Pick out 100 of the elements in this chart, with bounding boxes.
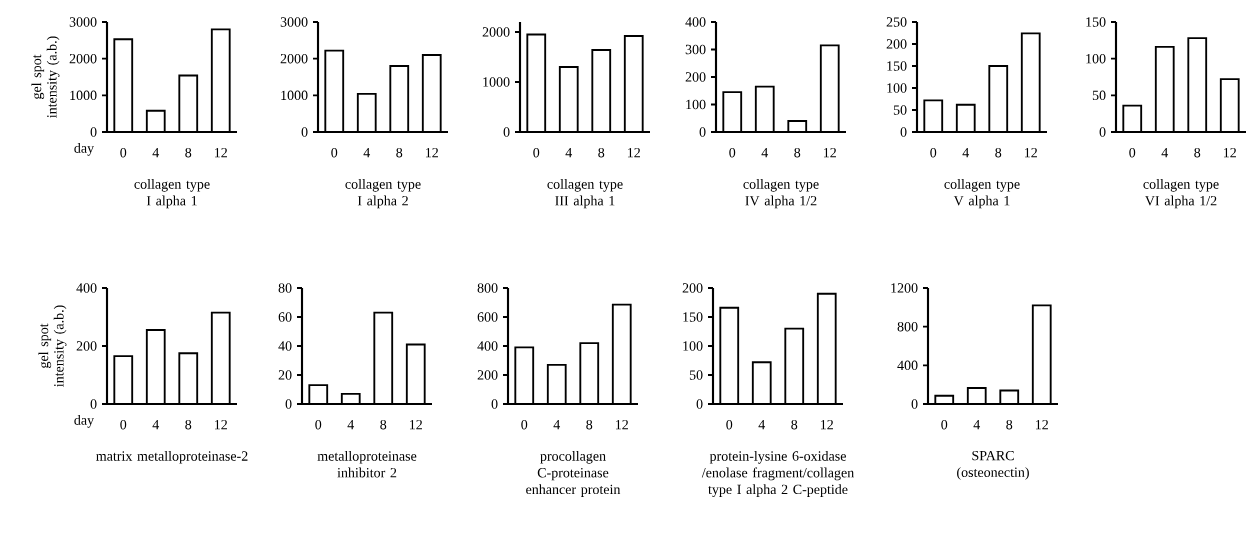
- y-tick-label: 100: [1086, 53, 1106, 64]
- x-tick-label: 4: [347, 419, 355, 430]
- y-tick-label: 800: [477, 283, 498, 293]
- x-tick-label: 8: [586, 419, 593, 430]
- x-tick-label: 8: [185, 147, 192, 158]
- y-axis-title: gel spot intensity (a.b.): [38, 305, 67, 387]
- y-tick-label: 3000: [69, 17, 97, 27]
- y-tick-label: 2000: [69, 53, 97, 64]
- y-tick-label: 3000: [280, 17, 308, 27]
- x-tick-label: 0: [1129, 147, 1136, 158]
- x-axis-title: day: [74, 414, 95, 428]
- y-tick-label: 400: [477, 341, 498, 351]
- x-tick-label: 0: [726, 419, 733, 430]
- y-tick-label: 50: [893, 105, 907, 115]
- y-tick-label: 150: [683, 312, 703, 322]
- y-tick-label: 0: [900, 127, 907, 137]
- y-tick-label: 150: [1086, 17, 1106, 27]
- text: SPARC (osteonectin): [957, 450, 1029, 480]
- x-tick-label: 8: [185, 419, 192, 430]
- text: matrix metalloproteinase-2: [96, 450, 248, 464]
- y-tick-label: 1000: [70, 90, 97, 101]
- x-tick-label: 12: [214, 419, 227, 430]
- x-tick-label: 8: [794, 147, 801, 158]
- x-tick-label: 4: [363, 147, 371, 158]
- text: protein-lysine 6-oxidase /enolase fragment/collagen type I alpha 2 C-peptide: [701, 450, 854, 497]
- y-axis-title: gel spot intensity (a.b.): [31, 36, 60, 118]
- x-tick-label: 8: [1194, 147, 1201, 158]
- y-tick-label: 200: [886, 39, 907, 49]
- text: collagen type I alpha 2: [345, 178, 421, 209]
- text: collagen type V alpha 1: [944, 178, 1020, 209]
- x-tick-label: 8: [598, 147, 605, 158]
- x-tick-label: 12: [1035, 419, 1048, 430]
- x-tick-label: 0: [331, 147, 338, 158]
- y-tick-label: 40: [278, 341, 292, 351]
- y-tick-label: 0: [696, 399, 703, 409]
- x-tick-label: 8: [791, 419, 798, 430]
- y-tick-label: 100: [887, 83, 907, 93]
- x-tick-label: 4: [553, 419, 561, 430]
- x-tick-label: 12: [615, 419, 628, 430]
- x-tick-label: 8: [995, 147, 1002, 158]
- x-tick-label: 0: [930, 147, 937, 158]
- x-tick-label: 4: [152, 419, 160, 430]
- y-tick-label: 50: [1092, 90, 1106, 101]
- x-tick-label: 12: [409, 419, 422, 430]
- x-tick-label: 4: [152, 147, 160, 158]
- y-tick-label: 0: [301, 127, 308, 137]
- y-tick-label: 0: [503, 127, 510, 137]
- x-tick-label: 8: [380, 419, 387, 430]
- x-tick-label: 4: [1161, 147, 1169, 158]
- x-tick-label: 12: [214, 147, 227, 158]
- y-tick-label: 150: [887, 61, 907, 71]
- y-tick-label: 50: [689, 370, 703, 380]
- text: collagen type III alpha 1: [547, 178, 623, 209]
- y-tick-label: 0: [911, 399, 918, 409]
- x-tick-label: 12: [1223, 147, 1236, 158]
- text: procollagen C-proteinase enhancer protein: [526, 450, 621, 497]
- text: collagen type IV alpha 1/2: [743, 178, 819, 209]
- text: collagen type VI alpha 1/2: [1143, 178, 1219, 209]
- x-tick-label: 12: [627, 147, 640, 158]
- y-tick-label: 0: [491, 399, 498, 409]
- x-tick-label: 12: [425, 147, 438, 158]
- x-tick-label: 4: [761, 147, 769, 158]
- y-tick-label: 600: [477, 312, 498, 322]
- y-tick-label: 0: [90, 127, 97, 137]
- text: metalloproteinase inhibitor 2: [317, 450, 417, 478]
- x-tick-label: 12: [823, 147, 836, 158]
- y-tick-label: 80: [278, 283, 292, 293]
- x-tick-label: 4: [565, 147, 573, 158]
- y-tick-label: 2000: [482, 27, 510, 37]
- y-tick-label: 0: [90, 399, 97, 409]
- y-tick-label: 1000: [483, 77, 510, 87]
- y-tick-label: 100: [686, 99, 706, 110]
- y-tick-label: 200: [76, 341, 97, 351]
- text: collagen type I alpha 1: [134, 178, 210, 209]
- x-tick-label: 0: [120, 419, 127, 430]
- x-tick-label: 0: [120, 147, 127, 158]
- y-tick-label: 400: [897, 360, 918, 371]
- y-tick-label: 0: [699, 127, 706, 137]
- y-tick-label: 400: [76, 283, 97, 293]
- x-tick-label: 8: [1006, 419, 1013, 430]
- x-tick-label: 0: [521, 419, 528, 430]
- x-tick-label: 8: [396, 147, 403, 158]
- y-tick-label: 1000: [281, 90, 308, 101]
- y-tick-label: 20: [278, 370, 292, 380]
- y-tick-label: 250: [886, 17, 907, 27]
- y-tick-label: 0: [1099, 127, 1106, 137]
- x-tick-label: 0: [941, 419, 948, 430]
- y-tick-label: 300: [685, 44, 706, 55]
- y-tick-label: 200: [685, 72, 706, 82]
- x-tick-label: 4: [973, 419, 981, 430]
- y-tick-label: 0: [285, 399, 292, 409]
- y-tick-label: 800: [897, 321, 918, 332]
- x-axis-title: day: [74, 142, 95, 156]
- x-tick-label: 12: [820, 419, 833, 430]
- x-tick-label: 4: [758, 419, 766, 430]
- x-tick-label: 0: [315, 419, 322, 430]
- x-tick-label: 0: [533, 147, 540, 158]
- x-tick-label: 0: [729, 147, 736, 158]
- x-tick-label: 4: [962, 147, 970, 158]
- y-tick-label: 1200: [891, 283, 918, 293]
